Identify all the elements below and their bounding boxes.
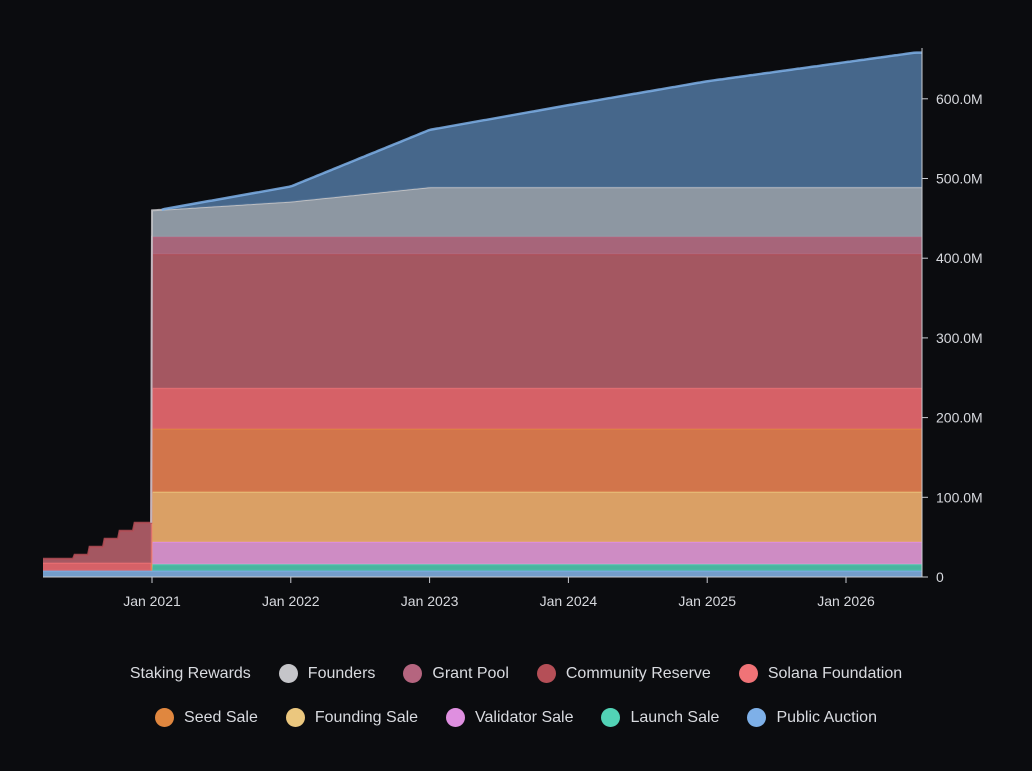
y-tick-label: 200.0M xyxy=(936,410,983,426)
x-tick-label: Jan 2025 xyxy=(678,593,736,609)
legend-item-founders[interactable]: Founders xyxy=(278,664,376,683)
legend-row-1: Staking Rewards Founders Grant Pool Communi… xyxy=(0,664,1032,683)
y-tick-label: 0 xyxy=(936,569,944,585)
legend-label: Staking Rewards xyxy=(129,664,251,682)
area-seed-sale xyxy=(43,428,922,571)
legend-item-seed-sale[interactable]: Seed Sale xyxy=(155,708,258,727)
axes: Jan 2021 Jan 2022 Jan 2023 Jan 2024 Jan 2025… xyxy=(43,48,983,609)
area-validator-sale xyxy=(43,541,922,571)
x-tick-label: Jan 2022 xyxy=(262,593,320,609)
legend-item-solana-foundation[interactable]: Solana Foundation xyxy=(738,664,903,683)
legend-item-public-auction[interactable]: Public Auction xyxy=(747,708,877,727)
y-tick-label: 300.0M xyxy=(936,330,983,346)
legend-item-community-reserve[interactable]: Community Reserve xyxy=(536,664,711,683)
area-solana-foundation xyxy=(43,388,922,571)
legend-swatch xyxy=(155,708,175,727)
legend-swatch xyxy=(403,664,423,683)
legend-label: Grant Pool xyxy=(432,664,509,682)
legend-swatch xyxy=(536,664,556,683)
legend-label: Public Auction xyxy=(776,708,877,726)
area-founders xyxy=(43,187,922,559)
legend-swatch xyxy=(278,664,298,683)
x-tick-label: Jan 2026 xyxy=(817,593,875,609)
y-tick-label: 400.0M xyxy=(936,250,983,266)
legend-swatch xyxy=(446,708,466,727)
area-staking-rewards xyxy=(43,52,922,559)
y-tick-label: 500.0M xyxy=(936,171,983,187)
legend-item-grant-pool[interactable]: Grant Pool xyxy=(403,664,509,683)
legend-item-staking-rewards[interactable]: Staking Rewards xyxy=(130,664,251,683)
legend-label: Validator Sale xyxy=(475,708,574,726)
line-staking-rewards xyxy=(161,51,922,212)
series-areas xyxy=(43,51,922,577)
legend-swatch xyxy=(601,708,621,727)
x-tick-label: Jan 2021 xyxy=(123,593,181,609)
legend-item-founding-sale[interactable]: Founding Sale xyxy=(285,708,419,727)
legend-row-2: Seed Sale Founding Sale Validator Sale Laun… xyxy=(0,708,1032,727)
x-tick-label: Jan 2024 xyxy=(540,593,598,609)
legend-item-launch-sale[interactable]: Launch Sale xyxy=(601,708,719,727)
area-community-reserve xyxy=(43,254,922,563)
area-launch-sale xyxy=(43,564,922,571)
legend-label: Founding Sale xyxy=(314,708,419,726)
legend-label: Seed Sale xyxy=(184,708,258,726)
legend-swatch xyxy=(747,708,767,727)
area-founding-sale xyxy=(43,491,922,571)
legend-item-validator-sale[interactable]: Validator Sale xyxy=(446,708,573,727)
y-tick-label: 600.0M xyxy=(936,91,983,107)
legend-swatch xyxy=(738,664,758,683)
legend-label: Launch Sale xyxy=(630,708,720,726)
area-public-auction xyxy=(43,570,922,577)
y-tick-label: 100.0M xyxy=(936,489,983,505)
x-tick-label: Jan 2023 xyxy=(401,593,459,609)
legend-label: Solana Foundation xyxy=(767,664,903,682)
legend-label: Community Reserve xyxy=(565,664,711,682)
legend-swatch xyxy=(285,708,305,727)
legend-label: Founders xyxy=(307,664,376,682)
